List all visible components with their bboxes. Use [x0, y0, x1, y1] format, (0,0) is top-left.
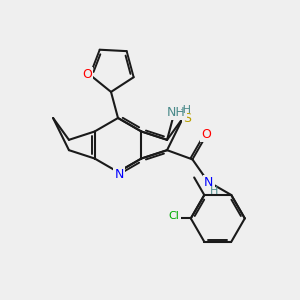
Text: O: O	[202, 128, 212, 141]
Text: H: H	[210, 185, 218, 196]
Text: O: O	[82, 68, 92, 81]
Text: N: N	[204, 176, 214, 189]
Text: S: S	[183, 112, 191, 124]
Text: Cl: Cl	[169, 212, 180, 221]
Text: ·H: ·H	[180, 105, 192, 115]
Text: NH: NH	[167, 106, 185, 119]
Text: N: N	[114, 167, 124, 181]
